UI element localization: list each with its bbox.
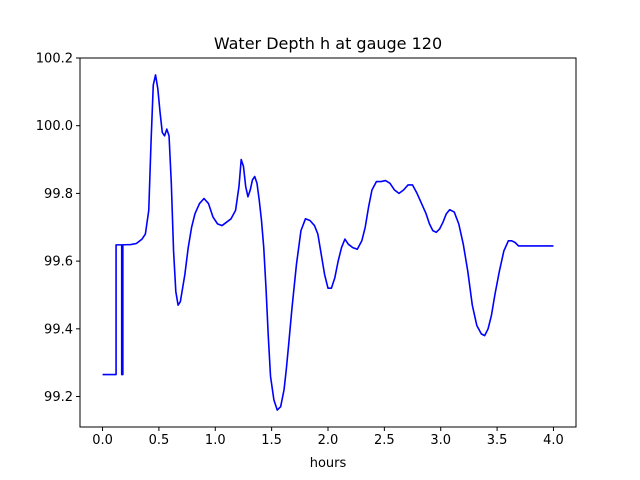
series-line (102, 74, 554, 411)
x-tick-label: 3.0 (430, 433, 451, 448)
y-tick-label: 99.4 (44, 322, 73, 337)
x-tick-label: 1.0 (205, 433, 226, 448)
y-axis-ticks: 99.2 99.4 99.6 99.8 100.0 100.2 (36, 52, 80, 405)
x-tick-label: 3.5 (487, 433, 508, 448)
x-tick-label: 2.5 (374, 433, 395, 448)
x-axis-label: hours (310, 456, 347, 471)
series-layer (102, 74, 554, 411)
x-tick-label: 0.0 (92, 433, 113, 448)
x-tick-label: 0.5 (149, 433, 170, 448)
x-tick-label: 4.0 (543, 433, 564, 448)
y-tick-label: 99.6 (44, 255, 73, 270)
chart-title: Water Depth h at gauge 120 (214, 34, 442, 53)
y-tick-label: 100.2 (36, 52, 73, 67)
x-tick-label: 1.5 (261, 433, 282, 448)
plot-area (80, 58, 576, 427)
y-tick-label: 99.8 (44, 187, 73, 202)
y-tick-label: 99.2 (44, 390, 73, 405)
x-tick-label: 2.0 (318, 433, 339, 448)
x-axis-ticks: 0.0 0.5 1.0 1.5 2.0 2.5 3.0 3.5 4.0 (92, 427, 564, 448)
y-tick-label: 100.0 (36, 119, 73, 134)
plot-frame (79, 57, 577, 428)
